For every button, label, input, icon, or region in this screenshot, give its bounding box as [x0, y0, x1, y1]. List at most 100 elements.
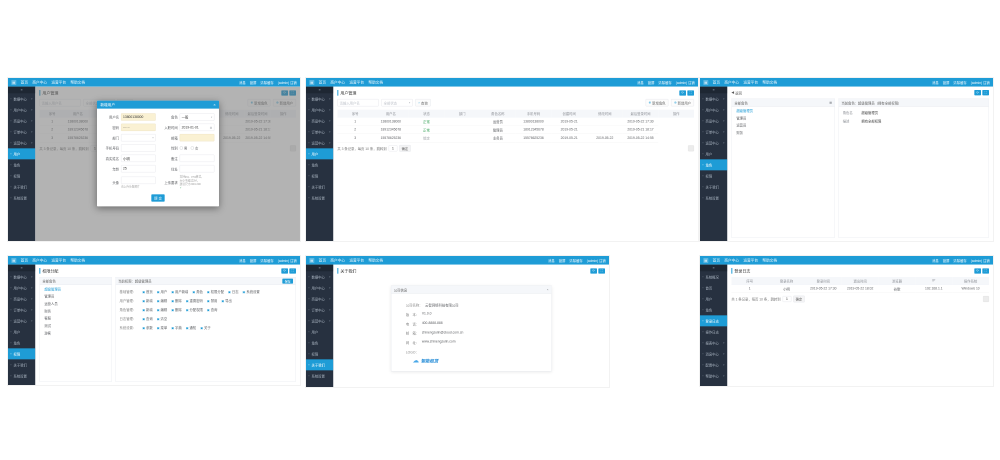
nav-item[interactable]: 锁屏: [558, 259, 566, 263]
sidebar-item[interactable]: ▪ 操作日志: [700, 326, 727, 337]
fullscreen-button[interactable]: ⛶: [687, 90, 694, 96]
sidebar-toggle[interactable]: ≡: [8, 86, 36, 94]
field-input[interactable]: 25: [120, 164, 156, 173]
sidebar-item[interactable]: ▪ 权限: [8, 170, 35, 181]
sidebar-item[interactable]: ▪ 商品中心 ▸: [700, 115, 727, 126]
sidebar-item[interactable]: ▪ 订单中心 ▸: [8, 126, 35, 137]
fullscreen-button[interactable]: ⛶: [982, 89, 989, 96]
search-button[interactable]: ⌕查询: [415, 98, 431, 107]
back-button[interactable]: ◀ 返回: [731, 90, 742, 95]
pagination-tool[interactable]: [687, 145, 694, 152]
status-select[interactable]: 全部状态 ▾: [381, 98, 413, 107]
nav-item[interactable]: 首页: [20, 80, 28, 85]
nav-item[interactable]: 锁屏: [942, 259, 950, 263]
sidebar-item[interactable]: ▪ 角色: [700, 304, 727, 315]
perm-checkbox[interactable]: ▣删除: [171, 298, 182, 303]
sidebar-item[interactable]: ▪ 关于我们: [8, 359, 35, 370]
sidebar-item[interactable]: ▪ 权限: [306, 170, 333, 181]
refresh-button[interactable]: ⟳: [679, 90, 686, 96]
sidebar-item[interactable]: ▪ 角色: [8, 337, 35, 348]
perm-checkbox[interactable]: ▣编辑: [157, 298, 168, 303]
nav-user[interactable]: (admin) 注销: [970, 259, 990, 263]
field-input[interactable]: 13800138000: [120, 113, 156, 121]
nav-item[interactable]: 消息: [548, 259, 555, 263]
menu-icon[interactable]: ▤: [309, 79, 315, 85]
sidebar-item[interactable]: ▪ 订单中心 ▸: [306, 126, 333, 137]
sidebar-item[interactable]: ▪ 用户: [700, 148, 727, 159]
sidebar-item[interactable]: ▪ 角色: [306, 159, 333, 170]
confirm-button[interactable]: 确定: [399, 144, 411, 152]
confirm-button[interactable]: 确定: [793, 295, 805, 303]
field-select[interactable]: 一般 ▾: [179, 113, 215, 121]
perm-checkbox[interactable]: ▣用户新增: [171, 289, 188, 294]
perm-role-item[interactable]: 游客: [44, 331, 51, 336]
nav-item[interactable]: 商户中心: [330, 80, 345, 85]
fullscreen-button[interactable]: ⛶: [982, 268, 989, 274]
nav-item[interactable]: 清除缓存: [569, 259, 583, 263]
nav-item[interactable]: 首页: [318, 80, 326, 85]
sidebar-item[interactable]: ▪ 运营中心 ▸: [8, 137, 35, 148]
sidebar-item[interactable]: ▪ 数据中心 ▸: [306, 271, 333, 282]
perm-checkbox[interactable]: ▣通知: [186, 325, 197, 330]
perm-checkbox[interactable]: ▣日志: [228, 289, 239, 294]
perm-checkbox[interactable]: ▣参数: [142, 325, 153, 330]
sidebar-item[interactable]: ▪ 系统设置: [8, 370, 35, 381]
add-role-button[interactable]: ⊕新增角色: [645, 98, 669, 107]
perm-checkbox[interactable]: ▣首页: [142, 289, 153, 294]
sidebar-item[interactable]: ▪ 关于我们: [306, 181, 333, 192]
perm-checkbox[interactable]: ▣分配权限: [186, 307, 203, 312]
perm-checkbox[interactable]: ▣查询: [207, 307, 218, 312]
perm-checkbox[interactable]: ▣关于: [200, 325, 211, 330]
page-jump-input[interactable]: 1: [782, 295, 792, 302]
close-icon[interactable]: ×: [546, 287, 549, 292]
sidebar-item[interactable]: ▪ 数据中心 ▸: [306, 93, 333, 104]
sidebar-item[interactable]: ▪ 用户: [306, 148, 334, 160]
nav-item[interactable]: 商户中心: [724, 258, 739, 263]
sidebar-item[interactable]: ▪ 订单中心 ▸: [8, 304, 35, 315]
sidebar-item[interactable]: ▪ 运营中心 ▸: [700, 137, 727, 148]
nav-user[interactable]: (admin) 注销: [970, 81, 990, 85]
nav-item[interactable]: 帮助文档: [762, 258, 777, 263]
nav-item[interactable]: 帮助文档: [70, 258, 85, 263]
nav-user[interactable]: (admin) 注销: [586, 259, 606, 263]
field-input[interactable]: [120, 144, 156, 152]
menu-icon[interactable]: ▤: [309, 257, 315, 263]
field-input[interactable]: [179, 154, 215, 162]
nav-item[interactable]: 首页: [712, 80, 720, 85]
sidebar-item[interactable]: ▪ 系统设置: [306, 192, 333, 203]
close-icon[interactable]: ×: [213, 102, 216, 107]
perm-checkbox[interactable]: ▣字典: [171, 325, 182, 330]
perm-role-item[interactable]: 测试: [44, 324, 51, 328]
field-input[interactable]: [179, 133, 215, 142]
nav-user[interactable]: (admin) 注销: [675, 81, 695, 85]
sidebar-item[interactable]: ▪ 系统设置: [8, 192, 35, 203]
field-date[interactable]: 2019-01-01 ▦: [179, 123, 215, 131]
perm-role-item[interactable]: 运营人员: [44, 302, 58, 306]
sidebar-item[interactable]: ▪ 报表中心 ▸: [700, 337, 727, 348]
sidebar-item[interactable]: ▪ 权限: [8, 348, 36, 360]
fullscreen-button[interactable]: ⛶: [289, 268, 296, 274]
sidebar-item[interactable]: ▪ 数据中心 ▸: [700, 93, 727, 104]
perm-checkbox[interactable]: ▣菜单: [157, 325, 168, 330]
radio-option[interactable]: 女: [190, 145, 198, 150]
nav-item[interactable]: 帮助文档: [70, 80, 85, 85]
sidebar-item[interactable]: ▪ 权限: [700, 170, 727, 181]
sidebar-item[interactable]: ▪ 商品中心 ▸: [8, 115, 35, 126]
sidebar-item[interactable]: ▪ 系统概况: [700, 271, 727, 282]
nav-item[interactable]: 清除缓存: [953, 259, 967, 263]
sidebar-item[interactable]: ▪ 系统设置: [700, 192, 727, 203]
search-input[interactable]: 请输入用户名: [337, 98, 379, 107]
upload-area[interactable]: [120, 176, 156, 185]
perm-checkbox[interactable]: ▣角色: [192, 289, 203, 294]
perm-role-item[interactable]: 管理员: [44, 294, 55, 299]
sidebar-item[interactable]: ▪ 运营中心 ▸: [306, 137, 333, 148]
nav-item[interactable]: 帮助文档: [762, 80, 777, 85]
sidebar-item[interactable]: ▪ 用户: [306, 326, 333, 337]
sidebar-item[interactable]: ▪ 系统设置: [306, 370, 333, 381]
fullscreen-button[interactable]: ⛶: [598, 268, 605, 274]
nav-item[interactable]: 运营平台: [743, 80, 758, 85]
perm-checkbox[interactable]: ▣新增: [142, 307, 153, 312]
menu-icon[interactable]: ▤: [11, 257, 17, 263]
sidebar-item[interactable]: ▪ 订单中心 ▸: [306, 304, 333, 315]
sidebar-item[interactable]: ▪ 商品中心 ▸: [306, 293, 333, 304]
